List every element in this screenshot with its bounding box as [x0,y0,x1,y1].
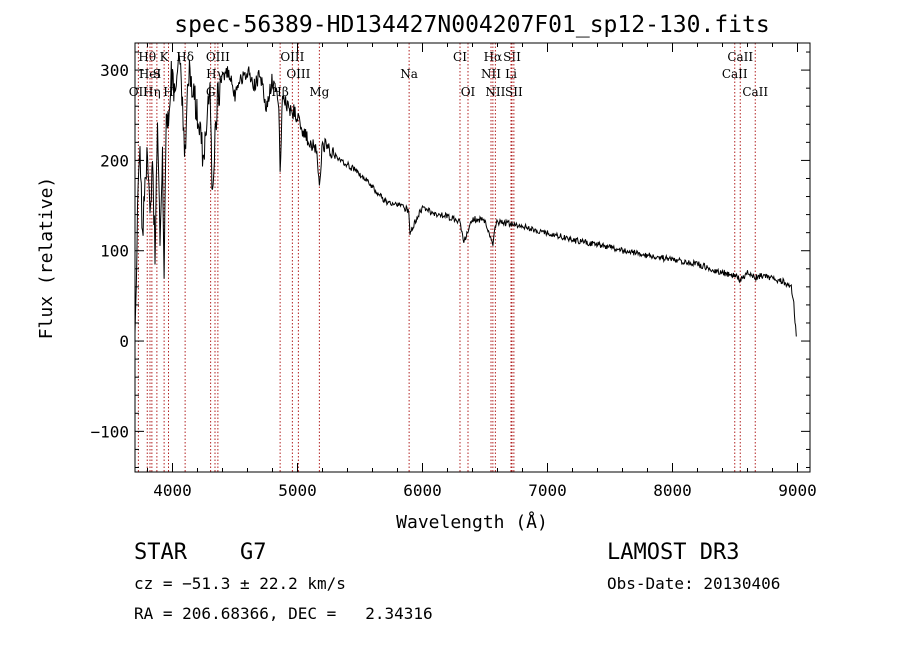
y-tick-label: 300 [100,61,129,80]
object-class: STAR [134,540,187,565]
line-label: SII [503,50,521,64]
line-label: Hβ [271,85,288,99]
redshift-cz: cz = −51.3 ± 22.2 km/s [134,574,346,593]
subclass: G7 [240,540,267,565]
line-label: NII [481,67,501,81]
line-label: CI [453,50,467,64]
line-label: Hη [143,85,161,99]
line-label: OIII [280,50,304,64]
line-label: Li [505,67,517,81]
line-label: SII [505,85,523,99]
line-label: NII [485,85,505,99]
plot-frame [134,42,811,473]
line-label: Hθ [138,50,156,64]
line-label: Hα [484,50,503,64]
y-axis-label: Flux (relative) [36,177,57,340]
line-label: CaII [742,85,768,99]
coordinates: RA = 206.68366, DEC = 2.34316 [134,604,433,623]
line-label: S [153,67,161,81]
x-tick-label: 4000 [153,481,192,500]
chart-title: spec-56389-HD134427N004207F01_sp12-130.f… [174,12,769,38]
y-tick-label: 200 [100,151,129,170]
line-label: OII [129,85,149,99]
obs-date: Obs-Date: 20130406 [607,574,781,593]
y-tick-label: 0 [119,332,129,351]
line-label: OI [461,85,476,99]
line-label: HeI [139,67,162,81]
x-tick-label: 9000 [778,481,817,500]
survey-name: LAMOST DR3 [607,540,740,565]
y-tick-label: 100 [100,242,129,261]
x-tick-label: 5000 [278,481,317,500]
spectrum-line [134,52,797,337]
line-label: Mg [309,85,329,99]
y-tick-label: −100 [90,422,129,441]
line-label: Hγ [206,67,224,81]
line-label: H [163,85,173,99]
line-label: OIII [206,50,230,64]
line-label: K [160,50,170,64]
line-label: OIII [286,67,310,81]
line-label: Na [400,67,418,81]
x-axis-label: Wavelength (Å) [396,511,548,533]
axis-ticks: 4000 5000 6000 7000 8000 9000 −100 0 100 200 300 [90,43,817,500]
x-tick-label: 7000 [528,481,567,500]
x-tick-label: 6000 [403,481,442,500]
line-label: CaII [727,50,753,64]
line-label: CaII [722,67,748,81]
x-tick-label: 8000 [653,481,692,500]
